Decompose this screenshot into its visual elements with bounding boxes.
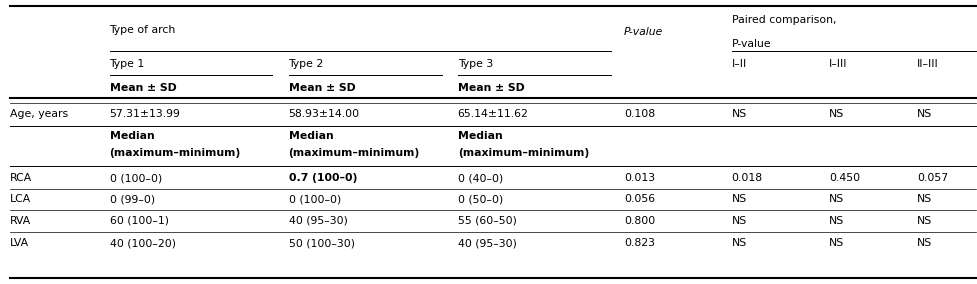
Text: II–III: II–III (916, 59, 938, 69)
Text: NS: NS (828, 194, 844, 204)
Text: 0 (100–0): 0 (100–0) (288, 194, 340, 204)
Text: 0 (50–0): 0 (50–0) (457, 194, 502, 204)
Text: Age, years: Age, years (10, 109, 67, 119)
Text: Median: Median (288, 131, 333, 141)
Text: P-value: P-value (623, 27, 662, 37)
Text: NS: NS (731, 216, 746, 226)
Text: 0.108: 0.108 (623, 109, 655, 119)
Text: 0.800: 0.800 (623, 216, 655, 226)
Text: 0.450: 0.450 (828, 173, 860, 183)
Text: NS: NS (916, 109, 932, 119)
Text: 58.93±14.00: 58.93±14.00 (288, 109, 360, 119)
Text: NS: NS (731, 194, 746, 204)
Text: NS: NS (828, 238, 844, 248)
Text: I–II: I–II (731, 59, 746, 69)
Text: RCA: RCA (10, 173, 32, 183)
Text: 0.7 (100–0): 0.7 (100–0) (288, 173, 357, 183)
Text: NS: NS (916, 238, 932, 248)
Text: 0.018: 0.018 (731, 173, 762, 183)
Text: NS: NS (731, 109, 746, 119)
Text: LCA: LCA (10, 194, 31, 204)
Text: Mean ± SD: Mean ± SD (288, 83, 355, 93)
Text: LVA: LVA (10, 238, 29, 248)
Text: Type 1: Type 1 (109, 59, 145, 69)
Text: P-value: P-value (731, 39, 771, 49)
Text: (maximum–minimum): (maximum–minimum) (109, 148, 240, 158)
Text: Type 3: Type 3 (457, 59, 492, 69)
Text: (maximum–minimum): (maximum–minimum) (457, 148, 588, 158)
Text: Mean ± SD: Mean ± SD (457, 83, 524, 93)
Text: NS: NS (828, 216, 844, 226)
Text: RVA: RVA (10, 216, 31, 226)
Text: Type of arch: Type of arch (109, 25, 176, 35)
Text: NS: NS (916, 194, 932, 204)
Text: 60 (100–1): 60 (100–1) (109, 216, 168, 226)
Text: NS: NS (916, 216, 932, 226)
Text: 0 (40–0): 0 (40–0) (457, 173, 502, 183)
Text: (maximum–minimum): (maximum–minimum) (288, 148, 419, 158)
Text: 0.013: 0.013 (623, 173, 655, 183)
Text: Median: Median (457, 131, 502, 141)
Text: Type 2: Type 2 (288, 59, 323, 69)
Text: 0.056: 0.056 (623, 194, 655, 204)
Text: 40 (95–30): 40 (95–30) (288, 216, 347, 226)
Text: Mean ± SD: Mean ± SD (109, 83, 176, 93)
Text: I–III: I–III (828, 59, 847, 69)
Text: 65.14±11.62: 65.14±11.62 (457, 109, 528, 119)
Text: 55 (60–50): 55 (60–50) (457, 216, 516, 226)
Text: NS: NS (828, 109, 844, 119)
Text: 0 (100–0): 0 (100–0) (109, 173, 161, 183)
Text: 0.057: 0.057 (916, 173, 948, 183)
Text: Paired comparison,: Paired comparison, (731, 15, 835, 25)
Text: 50 (100–30): 50 (100–30) (288, 238, 354, 248)
Text: 0 (99–0): 0 (99–0) (109, 194, 154, 204)
Text: 40 (100–20): 40 (100–20) (109, 238, 175, 248)
Text: 57.31±13.99: 57.31±13.99 (109, 109, 180, 119)
Text: 0.823: 0.823 (623, 238, 655, 248)
Text: Median: Median (109, 131, 154, 141)
Text: 40 (95–30): 40 (95–30) (457, 238, 516, 248)
Text: NS: NS (731, 238, 746, 248)
